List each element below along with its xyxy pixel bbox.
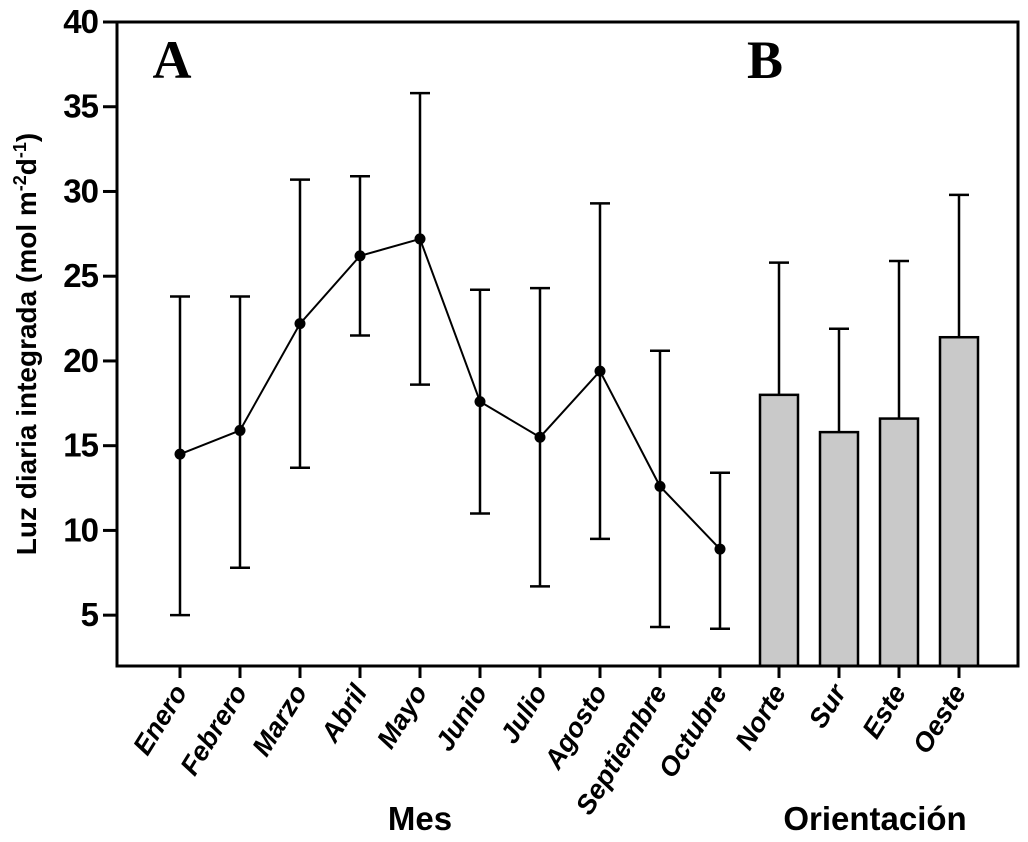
y-tick-label-5: 5 — [81, 596, 99, 633]
data-point-junio — [474, 396, 486, 408]
month-label-abril: Abril — [315, 679, 374, 748]
bar-sur — [818, 430, 860, 668]
month-label-julio: Julio — [494, 679, 553, 748]
y-tick-label-30: 30 — [63, 172, 98, 209]
panel-a-label: A — [153, 30, 192, 90]
month-label-marzo: Marzo — [246, 679, 313, 761]
y-axis-title-sup-exponent-2: -1 — [10, 142, 30, 158]
data-point-septiembre — [654, 480, 666, 492]
x-axis-title-mes: Mes — [388, 800, 452, 837]
y-axis-title: Luz diaria integrada (mol m-2d-1) — [10, 133, 42, 556]
data-point-mayo — [414, 233, 426, 245]
x-axis-title-orientacion: Orientación — [783, 800, 966, 837]
bar-norte — [758, 393, 800, 668]
orientation-label-norte: Norte — [729, 679, 792, 755]
y-axis-title-sup-exponent: -2 — [10, 175, 30, 191]
orientation-label-este: Este — [856, 679, 912, 743]
y-tick-label-15: 15 — [63, 427, 98, 464]
orientation-label-sur: Sur — [803, 678, 853, 733]
bar-oeste — [938, 335, 980, 668]
data-point-enero — [174, 448, 186, 460]
data-point-agosto — [594, 365, 606, 377]
data-point-abril — [354, 250, 366, 262]
y-axis-title-mid: d — [11, 158, 42, 175]
data-point-marzo — [294, 318, 306, 330]
month-label-enero: Enero — [127, 679, 193, 760]
y-tick-label-10: 10 — [63, 511, 98, 548]
y-tick-label-40: 40 — [63, 3, 98, 40]
monthly-series-line — [179, 237, 721, 550]
y-tick-label-35: 35 — [63, 88, 98, 125]
y-tick-label-20: 20 — [63, 342, 98, 379]
month-label-mayo: Mayo — [371, 679, 433, 753]
data-point-febrero — [234, 424, 246, 436]
bar-este — [878, 417, 920, 668]
panel-b-label: B — [747, 30, 783, 90]
orientation-label-oeste: Oeste — [907, 679, 972, 759]
plot-frame — [115, 20, 1020, 668]
data-point-octubre — [714, 543, 726, 555]
data-point-julio — [534, 431, 546, 443]
y-tick-label-25: 25 — [63, 257, 98, 294]
y-axis-title-pre: Luz diaria integrada (mol m — [11, 191, 42, 555]
month-label-junio: Junio — [429, 679, 493, 756]
y-axis-title-post: ) — [11, 133, 42, 142]
